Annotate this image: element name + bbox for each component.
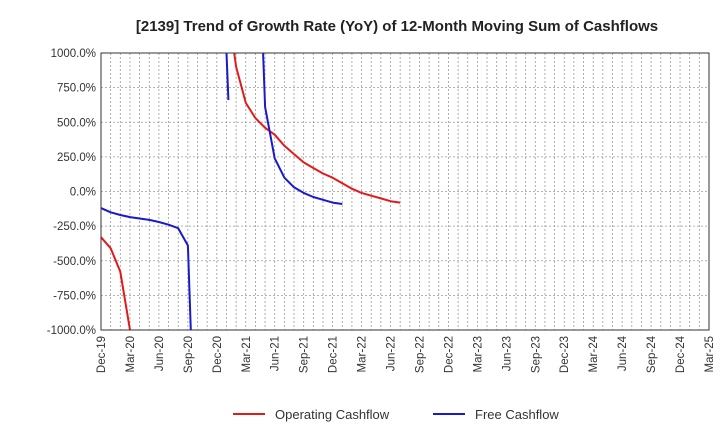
x-tick-label: Jun-21 xyxy=(270,336,282,371)
y-tick-label: 250.0% xyxy=(57,152,96,164)
x-tick-label: Mar-24 xyxy=(588,335,600,372)
y-tick-label: -1000.0% xyxy=(47,325,96,337)
x-tick-label: Jun-20 xyxy=(154,336,166,371)
x-tick-label: Sep-20 xyxy=(183,336,195,373)
y-tick-label: -250.0% xyxy=(53,221,96,233)
series-line-free-cashflow xyxy=(101,207,192,330)
x-tick-label: Sep-21 xyxy=(299,336,311,373)
x-tick-label: Mar-22 xyxy=(357,336,369,372)
y-tick-label: -750.0% xyxy=(53,290,96,302)
x-tick-label: Mar-20 xyxy=(125,336,137,372)
x-tick-label: Mar-21 xyxy=(241,336,253,372)
y-axis-ticks: 1000.0% 750.0% 500.0% 250.0% 0.0% -250.0% -500… xyxy=(47,48,96,337)
plot-frame xyxy=(100,52,710,331)
x-tick-label: Jun-24 xyxy=(617,335,629,371)
x-tick-label: Jun-22 xyxy=(386,336,398,371)
x-tick-label: Dec-22 xyxy=(443,336,455,373)
x-tick-label: Dec-20 xyxy=(212,336,224,373)
series-line-free-cashflow xyxy=(225,53,230,101)
series-line-operating-cashflow xyxy=(101,236,131,330)
y-tick-label: 1000.0% xyxy=(51,48,96,60)
x-tick-label: Sep-24 xyxy=(646,335,658,373)
chart-title: [2139] Trend of Growth Rate (YoY) of 12-… xyxy=(136,18,658,35)
legend-label-free-cashflow: Free Cashflow xyxy=(475,407,559,422)
series-line-free-cashflow xyxy=(262,53,343,205)
x-tick-label: Dec-19 xyxy=(96,336,108,373)
x-tick-label: Jun-23 xyxy=(501,336,513,371)
legend: Operating Cashflow Free Cashflow xyxy=(233,407,559,422)
x-tick-label: Sep-23 xyxy=(530,336,542,373)
x-axis-ticks: Dec-19 Mar-20 Jun-20 Sep-20 Dec-20 Mar-21 Jun-… xyxy=(96,335,716,373)
x-tick-label: Sep-22 xyxy=(414,336,426,373)
y-tick-label: 500.0% xyxy=(57,117,96,129)
x-tick-label: Dec-23 xyxy=(559,336,571,373)
series-line-operating-cashflow xyxy=(233,53,401,204)
x-tick-label: Dec-24 xyxy=(675,335,687,373)
x-tick-label: Mar-23 xyxy=(472,336,484,372)
y-tick-label: -500.0% xyxy=(53,256,96,268)
y-tick-label: 750.0% xyxy=(57,83,96,95)
series-lines xyxy=(101,53,401,330)
y-tick-label: 0.0% xyxy=(70,187,96,199)
x-tick-label: Mar-25 xyxy=(704,336,716,372)
legend-label-operating-cashflow: Operating Cashflow xyxy=(275,407,390,422)
x-tick-label: Dec-21 xyxy=(328,336,340,373)
